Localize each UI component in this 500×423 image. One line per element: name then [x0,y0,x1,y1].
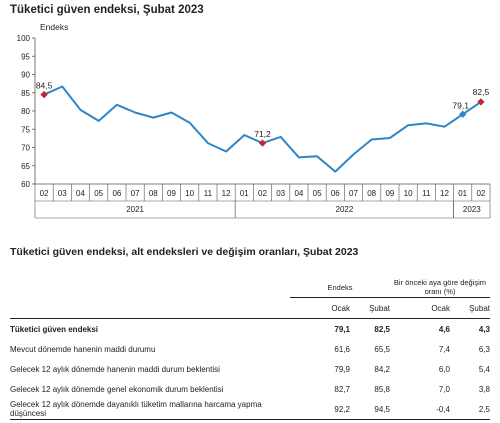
stats-table: Endeks Bir önceki aya göre değişim oranı… [10,277,490,420]
y-tick-label: 70 [21,144,30,153]
row-value: 79,1 [334,324,350,334]
y-tick-label: 65 [21,162,30,171]
row-value: 5,4 [478,364,490,374]
row-label: Gelecek 12 aylık dönemde dayanıklı tüket… [10,399,290,420]
x-tick-label: 01 [458,189,467,198]
row-label: Tüketici güven endeksi [10,324,99,334]
x-tick-label: 06 [331,189,340,198]
data-point-marker [258,139,267,147]
y-tick-label: 95 [21,52,30,61]
y-tick-label: 100 [17,34,31,43]
row-value: 84,2 [374,364,390,374]
chart-title: Tüketici güven endeksi, Şubat 2023 [10,4,204,16]
y-tick-label: 75 [21,125,30,134]
x-tick-label: 02 [258,189,267,198]
y-tick-label: 90 [21,71,30,80]
x-tick-label: 11 [422,189,431,198]
row-value: 65,5 [374,344,390,354]
row-value: 92,2 [290,399,350,420]
data-point-marker [477,98,485,106]
data-label: 71,2 [254,129,271,139]
x-tick-label: 05 [313,189,322,198]
group-header-change: Bir önceki aya göre değişim oranı (%) [390,277,490,298]
col-header-ocak: Ocak [290,297,350,319]
data-label: 82,5 [473,87,490,97]
x-tick-label: 05 [94,189,103,198]
y-tick-label: 85 [21,89,30,98]
row-value: 82,5 [374,324,390,334]
x-tick-label: 07 [349,189,358,198]
row-value: 4,6 [438,324,450,334]
y-tick-label: 60 [21,180,30,189]
x-tick-label: 11 [204,189,213,198]
row-label: Gelecek 12 aylık dönemde genel ekonomik … [10,384,224,394]
year-label: 2023 [463,205,481,214]
row-value: 94,5 [350,399,390,420]
data-point-marker [40,90,48,99]
group-header-endeks: Endeks [290,277,390,298]
table-row: Gelecek 12 aylık dönemde hanenin maddi d… [10,359,490,379]
x-tick-label: 02 [476,189,485,198]
data-point-marker [459,110,467,118]
row-label: Gelecek 12 aylık dönemde hanenin maddi d… [10,364,220,374]
row-value: 3,8 [478,384,490,394]
x-tick-label: 10 [404,189,413,198]
x-tick-label: 04 [294,189,303,198]
table-column-header-row: Ocak Şubat Ocak Şubat [10,297,490,319]
row-value: 2,5 [450,399,490,420]
x-tick-label: 08 [149,189,158,198]
x-tick-label: 04 [76,189,85,198]
row-value: 7,0 [438,384,450,394]
data-label: 84,5 [36,81,53,91]
year-label: 2022 [336,205,354,214]
x-tick-label: 03 [58,189,67,198]
table-row: Gelecek 12 aylık dönemde dayanıklı tüket… [10,399,490,420]
x-tick-label: 10 [185,189,194,198]
x-tick-label: 03 [276,189,285,198]
row-value: 85,8 [374,384,390,394]
x-tick-label: 09 [385,189,394,198]
year-label: 2021 [126,205,144,214]
x-tick-label: 01 [240,189,249,198]
row-value: 82,7 [334,384,350,394]
table-row: Tüketici güven endeksi 79,1 82,5 4,6 4,3 [10,319,490,340]
row-value: 61,6 [334,344,350,354]
x-tick-label: 07 [131,189,140,198]
x-tick-label: 12 [440,189,449,198]
row-value: 4,3 [478,324,490,334]
col-header-subat: Şubat [350,297,390,319]
x-tick-label: 06 [112,189,121,198]
x-tick-label: 02 [40,189,49,198]
row-value: -0,4 [390,399,450,420]
row-value: 79,9 [334,364,350,374]
y-tick-label: 80 [21,107,30,116]
table-group-header-row: Endeks Bir önceki aya göre değişim oranı… [10,277,490,298]
row-label: Mevcut dönemde hanenin maddi durumu [10,344,156,354]
col-header-subat-change: Şubat [450,297,490,319]
y-axis-label: Endeks [40,22,68,32]
row-value: 7,4 [438,344,450,354]
table-row: Mevcut dönemde hanenin maddi durumu 61,6… [10,339,490,359]
row-value: 6,3 [478,344,490,354]
table-title: Tüketici güven endeksi, alt endeksleri v… [10,246,359,258]
x-tick-label: 09 [167,189,176,198]
x-tick-label: 08 [367,189,376,198]
line-chart: Endeks 60 65 70 75 80 85 90 95 100 02 03 04 05 06 07 08 0… [17,22,491,219]
table-row: Gelecek 12 aylık dönemde genel ekonomik … [10,379,490,399]
col-header-ocak-change: Ocak [390,297,450,319]
row-value: 6,0 [438,364,450,374]
x-tick-label: 12 [222,189,231,198]
data-label: 79,1 [452,100,469,110]
